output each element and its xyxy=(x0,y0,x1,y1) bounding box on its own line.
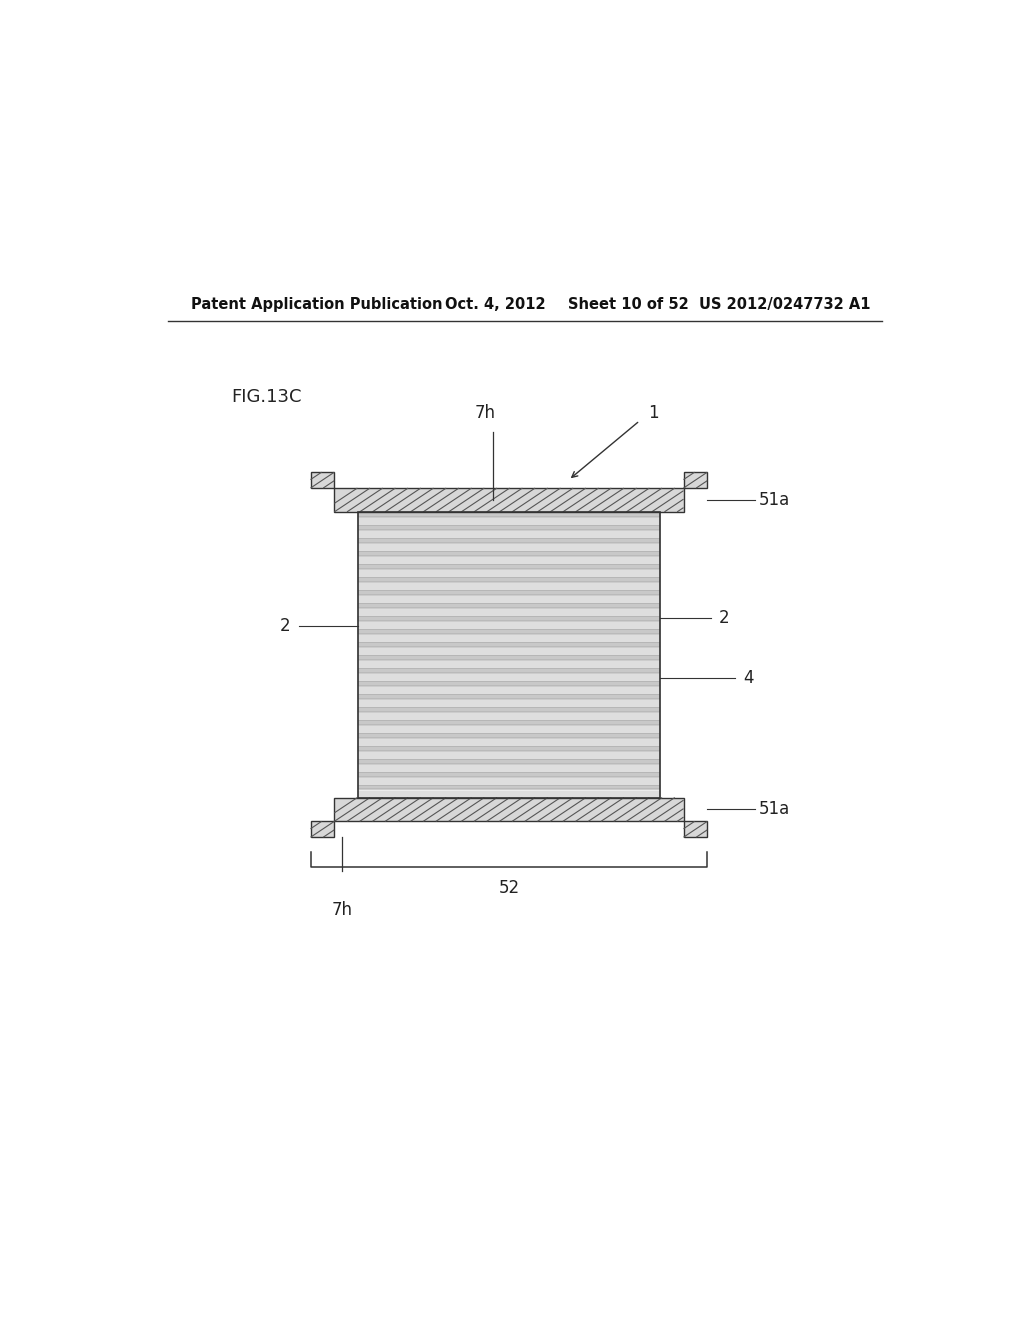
Bar xyxy=(358,634,659,642)
Bar xyxy=(684,473,708,488)
Text: 4: 4 xyxy=(743,668,754,686)
Bar xyxy=(358,693,659,698)
Bar xyxy=(358,537,659,543)
Bar xyxy=(358,784,659,789)
Bar xyxy=(334,797,684,821)
Bar xyxy=(358,543,659,550)
Bar xyxy=(358,660,659,668)
Bar xyxy=(358,603,659,607)
Bar xyxy=(358,711,659,719)
Text: 7h: 7h xyxy=(332,900,353,919)
Bar xyxy=(358,738,659,746)
Bar xyxy=(358,719,659,725)
Bar xyxy=(358,615,659,620)
Text: 51a: 51a xyxy=(759,491,791,510)
Bar xyxy=(358,789,659,797)
Bar xyxy=(358,550,659,556)
Bar xyxy=(358,525,659,529)
Text: 2: 2 xyxy=(280,618,291,635)
Text: 1: 1 xyxy=(648,404,658,421)
Text: Sheet 10 of 52: Sheet 10 of 52 xyxy=(568,297,689,313)
Bar xyxy=(358,751,659,759)
Bar xyxy=(358,607,659,615)
Text: US 2012/0247732 A1: US 2012/0247732 A1 xyxy=(699,297,870,313)
Bar xyxy=(358,556,659,564)
Bar xyxy=(358,763,659,772)
Bar xyxy=(358,564,659,569)
Bar xyxy=(358,512,659,517)
Bar xyxy=(358,673,659,681)
Bar xyxy=(358,746,659,751)
Bar xyxy=(358,759,659,763)
Bar xyxy=(358,685,659,693)
Bar xyxy=(358,595,659,603)
Bar xyxy=(358,512,659,797)
Bar xyxy=(310,473,334,488)
Bar xyxy=(358,590,659,595)
Bar xyxy=(358,776,659,784)
Bar xyxy=(358,772,659,776)
Bar xyxy=(358,642,659,647)
Bar xyxy=(358,698,659,706)
Bar xyxy=(334,488,684,512)
Bar xyxy=(684,821,708,837)
Bar xyxy=(358,582,659,590)
Bar xyxy=(358,668,659,673)
Bar xyxy=(358,577,659,582)
Bar xyxy=(358,628,659,634)
Text: Oct. 4, 2012: Oct. 4, 2012 xyxy=(445,297,546,313)
Bar xyxy=(358,706,659,711)
Bar xyxy=(358,529,659,537)
Bar xyxy=(358,725,659,733)
Bar xyxy=(358,655,659,660)
Bar xyxy=(310,821,334,837)
Text: FIG.13C: FIG.13C xyxy=(231,388,302,405)
Bar xyxy=(358,647,659,655)
Bar xyxy=(358,733,659,738)
Bar xyxy=(358,681,659,685)
Text: 52: 52 xyxy=(499,879,519,898)
Text: 2: 2 xyxy=(719,609,730,627)
Bar xyxy=(358,620,659,628)
Text: Patent Application Publication: Patent Application Publication xyxy=(191,297,443,313)
Bar xyxy=(358,517,659,525)
Text: 7h: 7h xyxy=(474,404,496,422)
Text: 51a: 51a xyxy=(759,800,791,818)
Bar xyxy=(358,569,659,577)
